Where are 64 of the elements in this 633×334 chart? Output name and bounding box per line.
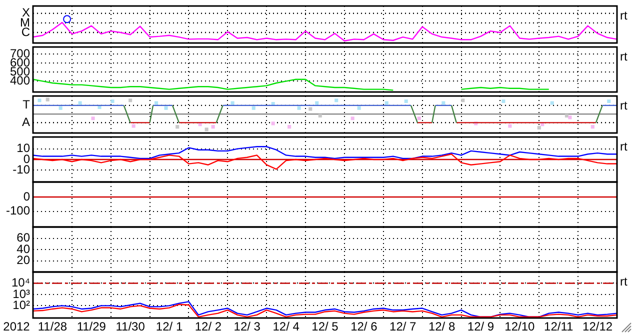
y-tick-label: 20 — [16, 253, 30, 268]
x-tick-label: 12/ 8 — [428, 320, 456, 334]
x-tick-label: 12/10 — [504, 320, 536, 334]
text: rt — [620, 274, 628, 288]
x-tick-label: 12/ 7 — [390, 320, 417, 334]
point — [98, 106, 102, 110]
point — [46, 98, 50, 102]
x-tick-label: 12/11 — [544, 320, 574, 334]
point — [537, 126, 541, 130]
y-tick-label: 0 — [23, 189, 30, 204]
ref-line-label: T — [22, 98, 31, 112]
point — [38, 98, 42, 102]
ref-line-label: A — [22, 114, 30, 129]
point — [271, 122, 275, 126]
x-tick-label: 12/ 4 — [272, 320, 300, 334]
point — [288, 125, 292, 129]
y-tick-label: -100 — [6, 204, 30, 218]
text: rt — [620, 8, 628, 22]
x-tick-label: 12/12 — [582, 320, 613, 334]
point — [164, 106, 168, 110]
point — [230, 101, 234, 105]
point — [564, 114, 568, 118]
point — [350, 116, 354, 120]
point — [550, 101, 554, 105]
point — [204, 128, 208, 132]
point — [132, 124, 136, 128]
x-tick-label: 11/29 — [76, 320, 106, 334]
point — [404, 100, 408, 104]
text: rt — [620, 98, 628, 112]
point — [318, 114, 322, 118]
point — [154, 101, 158, 105]
point — [58, 106, 62, 110]
point — [442, 101, 446, 105]
point — [128, 98, 132, 102]
text: rt — [620, 139, 628, 154]
point — [502, 100, 506, 104]
point — [91, 116, 95, 120]
point — [315, 101, 319, 105]
point — [607, 100, 611, 104]
x-tick-label: 12/ 1 — [156, 320, 183, 334]
point — [334, 98, 338, 102]
x-tick-label: 12/ 6 — [350, 320, 378, 334]
point — [568, 116, 572, 120]
x-tick-label: 12/ 2 — [194, 320, 222, 334]
point — [78, 101, 82, 105]
x-tick-label: 12/ 9 — [467, 320, 494, 334]
point — [357, 106, 361, 110]
point — [297, 106, 301, 110]
x-tick-label: 11/28 — [38, 320, 68, 334]
x-tick-label: 11/30 — [116, 320, 146, 334]
point — [110, 100, 114, 104]
point — [417, 116, 421, 120]
point — [252, 106, 256, 110]
point — [211, 125, 215, 129]
x-axis-title: 2012 — [3, 319, 30, 334]
point — [590, 125, 594, 129]
point — [176, 125, 180, 129]
point — [461, 98, 465, 102]
text: rt — [620, 49, 628, 64]
point — [384, 101, 388, 105]
point — [308, 107, 312, 111]
point — [508, 124, 512, 128]
x-tick-label: 12/ 3 — [234, 320, 261, 334]
x-tick-label: 12/ 5 — [312, 320, 339, 334]
